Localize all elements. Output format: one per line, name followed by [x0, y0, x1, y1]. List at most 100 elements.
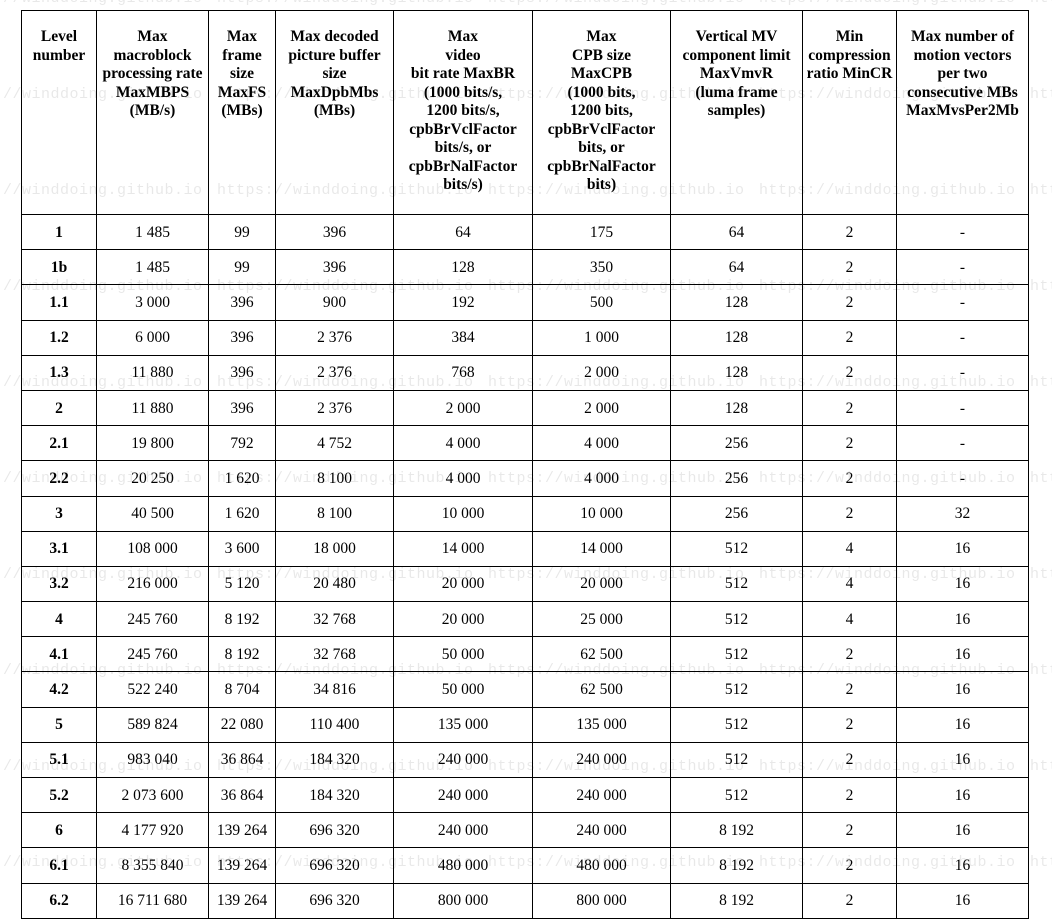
table-cell: 2 — [802, 354, 897, 391]
table-cell: 20 250 — [96, 460, 209, 497]
table-cell: 240 000 — [532, 812, 671, 849]
level-number-cell: 5 — [21, 706, 97, 743]
table-cell: 20 000 — [532, 565, 671, 603]
table-cell: 2 — [802, 812, 897, 849]
table-cell: 16 — [896, 601, 1029, 638]
table-cell: 396 — [275, 249, 394, 286]
table-cell: 20 480 — [275, 565, 394, 603]
table-cell: 128 — [393, 249, 533, 286]
table-cell: 2 000 — [393, 389, 533, 427]
table-cell: 792 — [208, 425, 276, 462]
level-number-cell: 1.2 — [21, 319, 97, 356]
table-cell: 240 000 — [532, 741, 671, 779]
table-cell: 16 — [896, 671, 1029, 708]
table-cell: 512 — [670, 776, 803, 814]
level-limits-table: Level number Max macroblock processing rate M… — [21, 10, 1029, 919]
table-cell: 2 376 — [275, 354, 394, 391]
table-cell: - — [896, 213, 1029, 251]
table-cell: 2 376 — [275, 389, 394, 427]
column-header-line: Max — [226, 28, 258, 45]
table-cell: 1 620 — [208, 495, 276, 532]
column-header-line: component limit — [682, 46, 791, 64]
table-cell: 16 — [896, 706, 1029, 743]
column-header-line: frame size — [222, 46, 262, 83]
table-cell: 4 000 — [393, 460, 533, 497]
column-header-line: video — [445, 46, 481, 64]
level-number-cell: 2.2 — [21, 460, 97, 497]
column-header-line: CPB size — [572, 46, 631, 64]
table-row: 1b 1 485 99 396 128 350 64 2- — [21, 249, 1029, 286]
table-cell: 800 000 — [532, 882, 671, 919]
column-header-line: MaxVmvR — [699, 65, 774, 82]
table-cell: 128 — [670, 389, 803, 427]
table-cell: 2 376 — [275, 319, 394, 356]
column-header-line: picture buffer — [288, 46, 381, 64]
table-cell: 64 — [393, 213, 533, 251]
table-cell: 500 — [532, 284, 671, 321]
table-row: 4.1 245 760 8 192 32 768 50 000 62 500 512 2 16 — [21, 636, 1029, 673]
table-cell: 2 000 — [532, 354, 671, 391]
table-cell: 6 000 — [96, 319, 209, 356]
watermark-text: https://winddoing.github.io — [0, 0, 203, 7]
watermark-text: https://winddoing.github.io — [1030, 374, 1052, 391]
table-cell: 4 — [802, 565, 897, 603]
table-cell: 4 — [802, 601, 897, 638]
table-cell: 192 — [393, 284, 533, 321]
level-number-cell: 6 — [21, 812, 97, 849]
column-header-line: Max decoded — [290, 28, 379, 45]
table-cell: 8 192 — [208, 601, 276, 638]
level-number-cell: 6.2 — [21, 882, 97, 919]
column-header-line: (MB/s) — [129, 102, 176, 119]
column-header-line: Max — [137, 28, 168, 45]
table-cell: 2 — [802, 706, 897, 743]
column-header-6: Vertical MV component limit MaxVmvR (luma f… — [670, 10, 803, 215]
table-cell: 2 073 600 — [96, 776, 209, 814]
table-cell: 8 192 — [208, 636, 276, 673]
table-cell: 512 — [670, 530, 803, 567]
table-cell: 1 485 — [96, 249, 209, 286]
table-cell: 135 000 — [532, 706, 671, 743]
table-cell: 512 — [670, 706, 803, 743]
watermark-text: https://winddoing.github.io — [1030, 470, 1052, 487]
table-cell: 396 — [208, 319, 276, 356]
table-cell: 2 — [802, 741, 897, 779]
table-cell: 16 — [896, 882, 1029, 919]
level-number-cell: 3.2 — [21, 565, 97, 603]
table-cell: 8 192 — [670, 882, 803, 919]
table-cell: 16 — [896, 636, 1029, 673]
table-header-row: Level number Max macroblock processing rate M… — [21, 10, 1029, 215]
table-header: Level number Max macroblock processing rate M… — [21, 10, 1029, 215]
table-cell: 110 400 — [275, 706, 394, 743]
table-cell: 8 100 — [275, 460, 394, 497]
column-header-line: cpbBrVclFactor — [409, 120, 517, 138]
table-cell: 62 500 — [532, 636, 671, 673]
column-header-line: 1200 bits, — [570, 102, 633, 119]
column-header-7: Min compression ratio MinCR — [802, 10, 897, 215]
table-cell: 396 — [275, 213, 394, 251]
table-cell: 108 000 — [96, 530, 209, 567]
table-cell: 512 — [670, 671, 803, 708]
table-cell: 396 — [208, 389, 276, 427]
table-cell: 32 768 — [275, 636, 394, 673]
column-header-line: compression — [808, 46, 891, 64]
column-header-line: Level — [40, 28, 78, 45]
table-cell: 16 — [896, 847, 1029, 884]
table-cell: 16 — [896, 530, 1029, 567]
table-cell: 14 000 — [393, 530, 533, 567]
table-row: 5 589 824 22 080 110 400 135 000 135 000 512 2 1… — [21, 706, 1029, 743]
table-cell: 4 000 — [393, 425, 533, 462]
table-cell: 16 711 680 — [96, 882, 209, 919]
column-header-line: (MBs) — [313, 102, 356, 119]
table-cell: 256 — [670, 460, 803, 497]
table-cell: 99 — [208, 213, 276, 251]
table-row: 3.2 216 000 5 120 20 480 20 000 20 000 512 4 16 — [21, 565, 1029, 603]
table-cell: - — [896, 319, 1029, 356]
table-cell: - — [896, 460, 1029, 497]
watermark-text: https://winddoing.github.io — [1030, 662, 1052, 679]
column-header-line: per two — [937, 65, 988, 82]
column-header-line: Max number of — [910, 28, 1015, 45]
table-cell: 384 — [393, 319, 533, 356]
column-header-line: Vertical MV — [695, 28, 778, 45]
table-cell: 240 000 — [393, 812, 533, 849]
